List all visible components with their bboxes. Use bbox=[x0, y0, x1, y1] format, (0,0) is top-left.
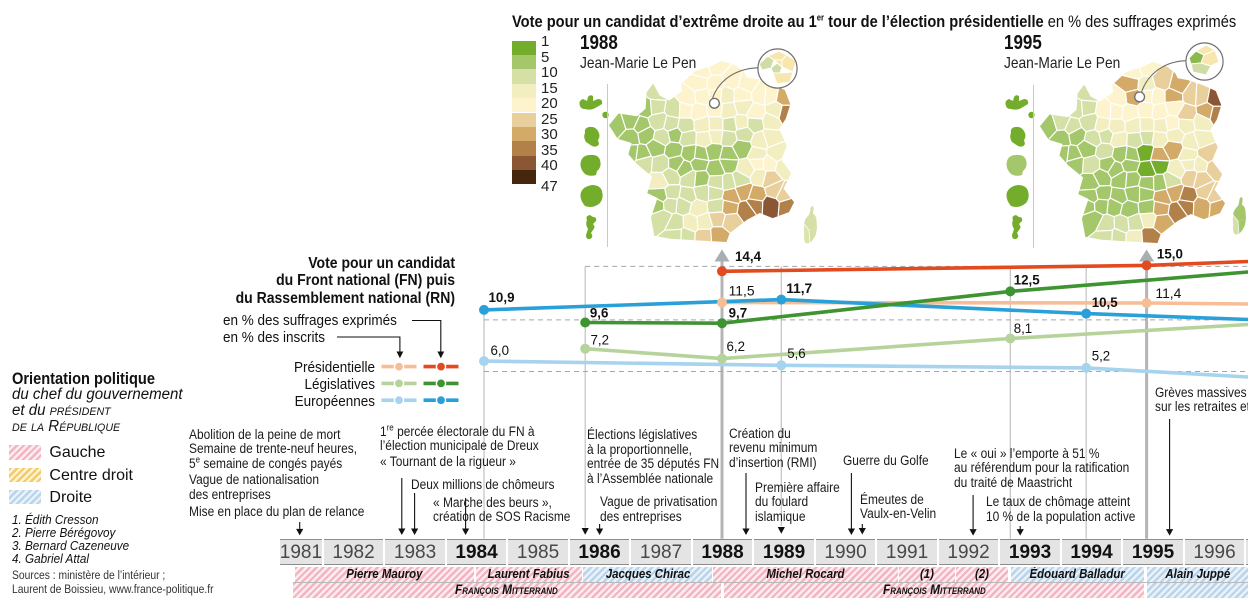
svg-text:12,5: 12,5 bbox=[1014, 272, 1040, 288]
svg-text:9,7: 9,7 bbox=[729, 305, 748, 321]
svg-text:6,0: 6,0 bbox=[491, 342, 510, 358]
svg-text:10,9: 10,9 bbox=[489, 289, 515, 305]
svg-text:11,7: 11,7 bbox=[786, 280, 812, 296]
svg-text:11,5: 11,5 bbox=[729, 283, 755, 299]
svg-text:14,4: 14,4 bbox=[735, 248, 761, 264]
svg-text:5,2: 5,2 bbox=[1092, 347, 1111, 363]
svg-text:9,6: 9,6 bbox=[590, 305, 609, 321]
svg-text:11,4: 11,4 bbox=[1155, 285, 1181, 301]
svg-text:10,5: 10,5 bbox=[1092, 294, 1118, 310]
svg-text:15,0: 15,0 bbox=[1157, 246, 1183, 262]
svg-text:8,1: 8,1 bbox=[1014, 320, 1033, 336]
svg-text:7,2: 7,2 bbox=[591, 332, 610, 348]
svg-text:6,2: 6,2 bbox=[727, 338, 746, 354]
svg-text:5,6: 5,6 bbox=[787, 345, 806, 361]
